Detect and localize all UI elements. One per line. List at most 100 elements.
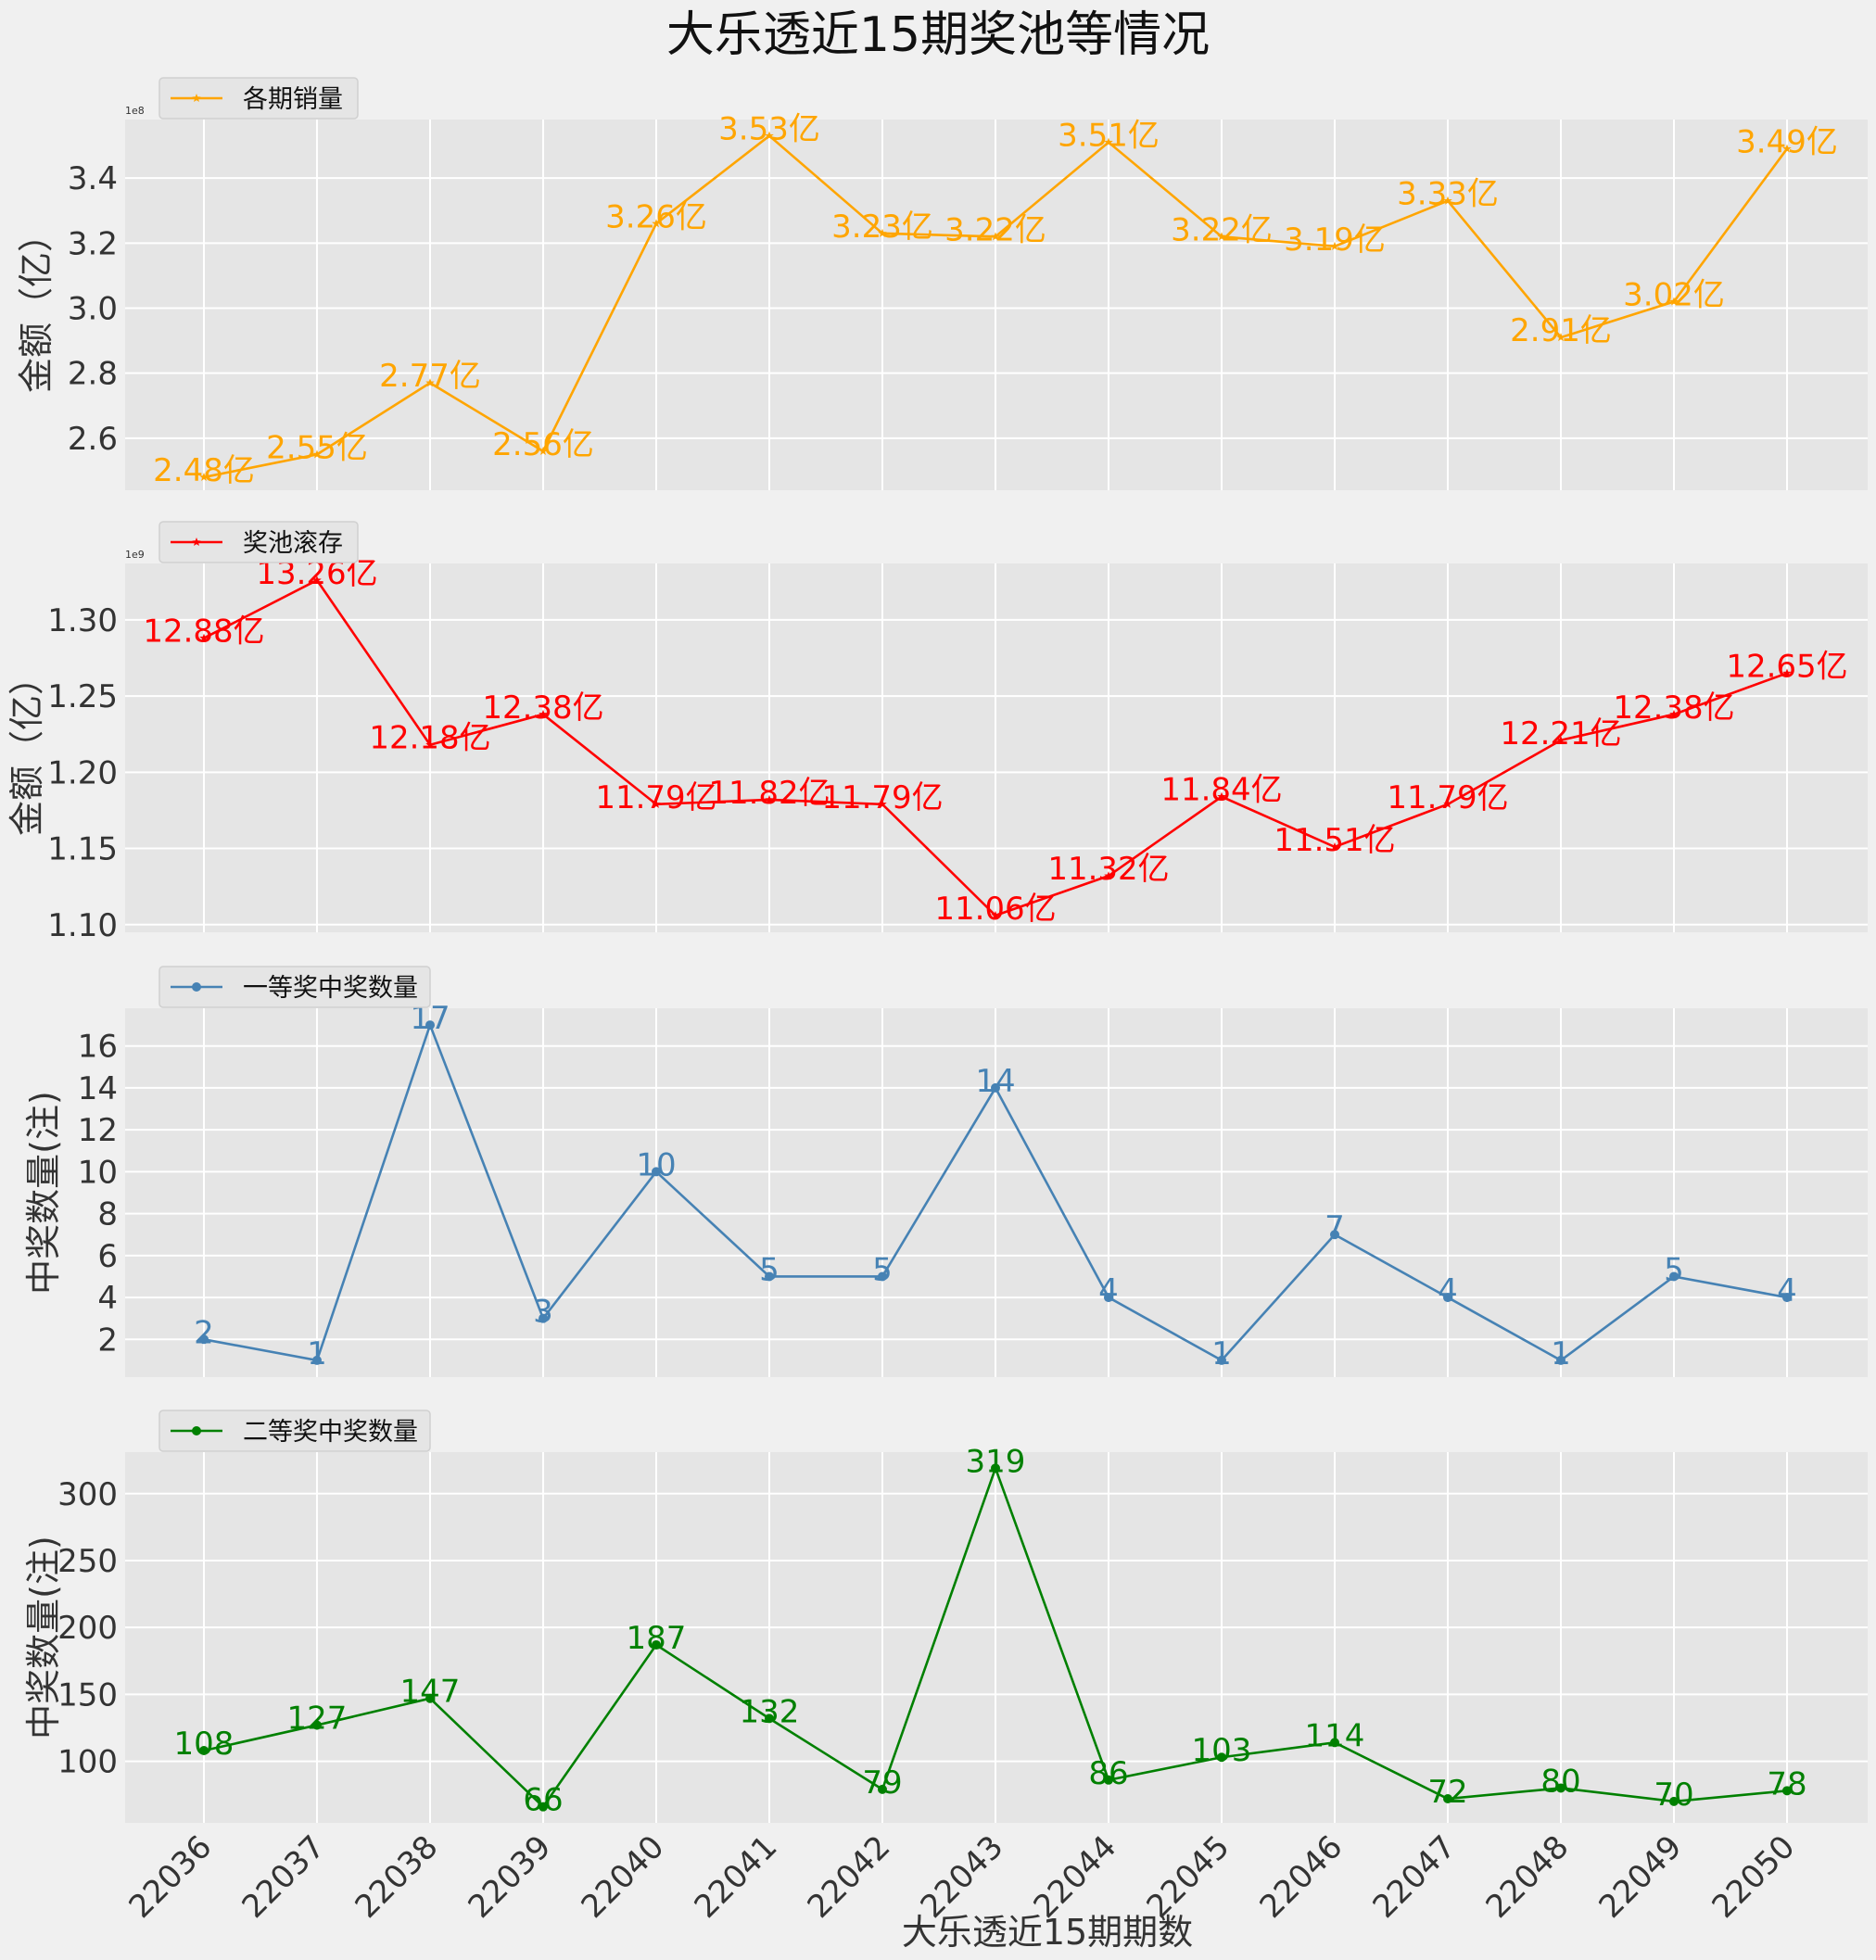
data-point bbox=[312, 449, 322, 459]
data-label: 11.79亿 bbox=[821, 779, 943, 816]
data-label: 11.79亿 bbox=[1387, 779, 1508, 816]
x-tick-label: 22041 bbox=[688, 1828, 785, 1926]
data-label: 2 bbox=[194, 1314, 214, 1351]
data-point bbox=[1443, 799, 1452, 808]
data-label: 4 bbox=[1098, 1272, 1119, 1309]
data-label: 2.91亿 bbox=[1510, 312, 1612, 349]
y-tick-label: 10 bbox=[78, 1154, 118, 1191]
legend-marker bbox=[192, 537, 201, 547]
data-label: 5 bbox=[1664, 1251, 1684, 1288]
y-tick-label: 2.8 bbox=[68, 356, 118, 393]
y-tick-label: 2 bbox=[97, 1321, 118, 1359]
data-point bbox=[878, 799, 887, 808]
y-tick-label: 100 bbox=[57, 1744, 118, 1781]
x-tick-label: 22039 bbox=[462, 1828, 559, 1926]
y-axis-label: 金额（亿） bbox=[16, 217, 57, 393]
data-point bbox=[539, 709, 548, 718]
data-point bbox=[425, 740, 435, 749]
x-tick-label: 22046 bbox=[1253, 1828, 1350, 1926]
data-label: 2.56亿 bbox=[492, 426, 594, 463]
data-label: 4 bbox=[1777, 1272, 1797, 1309]
y-tick-label: 3.2 bbox=[68, 225, 118, 262]
legend-label: 各期销量 bbox=[243, 85, 343, 114]
data-point bbox=[991, 1463, 1000, 1473]
data-label: 2.48亿 bbox=[153, 452, 255, 489]
data-label: 1 bbox=[307, 1335, 327, 1372]
data-point bbox=[991, 1082, 1000, 1093]
data-label: 3.22亿 bbox=[944, 211, 1046, 248]
data-label: 3.49亿 bbox=[1736, 124, 1838, 161]
data-label: 79 bbox=[862, 1764, 902, 1802]
data-point bbox=[1669, 709, 1679, 718]
data-label: 3.02亿 bbox=[1623, 276, 1725, 313]
data-point bbox=[1217, 232, 1226, 241]
data-label: 10 bbox=[636, 1146, 676, 1183]
y-axis-label: 中奖数量(注) bbox=[23, 1536, 64, 1739]
x-tick-label: 22042 bbox=[801, 1828, 898, 1926]
data-point bbox=[1104, 137, 1113, 146]
data-point bbox=[1556, 333, 1565, 342]
data-label: 11.79亿 bbox=[595, 779, 716, 816]
data-label: 12.38亿 bbox=[1613, 689, 1734, 727]
data-point bbox=[878, 228, 887, 237]
data-point bbox=[312, 1720, 322, 1730]
data-point bbox=[1104, 871, 1113, 880]
legend-box bbox=[158, 1410, 431, 1452]
data-label: 3.22亿 bbox=[1171, 211, 1273, 248]
data-label: 12.21亿 bbox=[1500, 715, 1621, 752]
data-label: 5 bbox=[759, 1251, 780, 1288]
y-axis-label: 中奖数量(注) bbox=[23, 1091, 64, 1295]
data-point bbox=[539, 446, 548, 455]
x-axis-label: 大乐透近15期期数 bbox=[902, 1912, 1193, 1953]
data-label: 11.84亿 bbox=[1160, 772, 1282, 809]
x-tick-label: 22048 bbox=[1479, 1828, 1577, 1926]
y-tick-label: 3.4 bbox=[68, 160, 118, 197]
data-label: 1 bbox=[1551, 1335, 1571, 1372]
data-label: 127 bbox=[287, 1701, 348, 1738]
data-point bbox=[991, 910, 1000, 919]
legend-label: 二等奖中奖数量 bbox=[243, 1418, 418, 1447]
data-point bbox=[652, 1167, 661, 1177]
data-label: 3.23亿 bbox=[831, 209, 933, 246]
legend: 一等奖中奖数量 bbox=[158, 966, 431, 1008]
data-point bbox=[652, 219, 661, 228]
data-label: 12.18亿 bbox=[369, 720, 490, 757]
data-label: 5 bbox=[872, 1251, 893, 1288]
data-point bbox=[1782, 1293, 1792, 1303]
data-label: 3.26亿 bbox=[605, 198, 707, 235]
data-label: 12.88亿 bbox=[143, 613, 264, 651]
data-label: 7 bbox=[1325, 1209, 1345, 1246]
data-point bbox=[1556, 1355, 1565, 1365]
data-point bbox=[1782, 144, 1792, 153]
y-tick-label: 16 bbox=[78, 1029, 118, 1066]
legend-box bbox=[158, 521, 359, 563]
y-tick-label: 6 bbox=[97, 1238, 118, 1275]
y-tick-label: 1.15 bbox=[47, 831, 118, 868]
data-point bbox=[1104, 1293, 1113, 1303]
x-tick-label: 22049 bbox=[1592, 1828, 1690, 1926]
data-label: 2.77亿 bbox=[379, 358, 481, 395]
data-point bbox=[1782, 1786, 1792, 1796]
data-label: 70 bbox=[1654, 1777, 1693, 1814]
chart-panel-4: 100 150 200 250 300 中奖数量(注) 108 127 147 66 187 132 7… bbox=[23, 1410, 1868, 1823]
data-label: 11.82亿 bbox=[708, 775, 830, 812]
y-tick-label: 1.20 bbox=[47, 754, 118, 791]
data-point bbox=[1104, 1775, 1113, 1785]
data-label: 78 bbox=[1767, 1765, 1806, 1802]
data-point bbox=[765, 1713, 774, 1724]
legend-marker bbox=[192, 982, 201, 992]
legend-label: 一等奖中奖数量 bbox=[243, 974, 418, 1003]
y-tick-label: 12 bbox=[78, 1112, 118, 1149]
data-point bbox=[1330, 841, 1339, 851]
y-tick-label: 300 bbox=[57, 1476, 118, 1513]
data-point bbox=[312, 1355, 322, 1365]
data-point bbox=[199, 1746, 209, 1756]
data-point bbox=[991, 232, 1000, 241]
x-tick-label: 22040 bbox=[575, 1828, 672, 1926]
data-point bbox=[425, 1693, 435, 1703]
data-point bbox=[1217, 791, 1226, 801]
data-label: 3.53亿 bbox=[718, 111, 820, 148]
y-tick-label: 2.6 bbox=[68, 421, 118, 458]
